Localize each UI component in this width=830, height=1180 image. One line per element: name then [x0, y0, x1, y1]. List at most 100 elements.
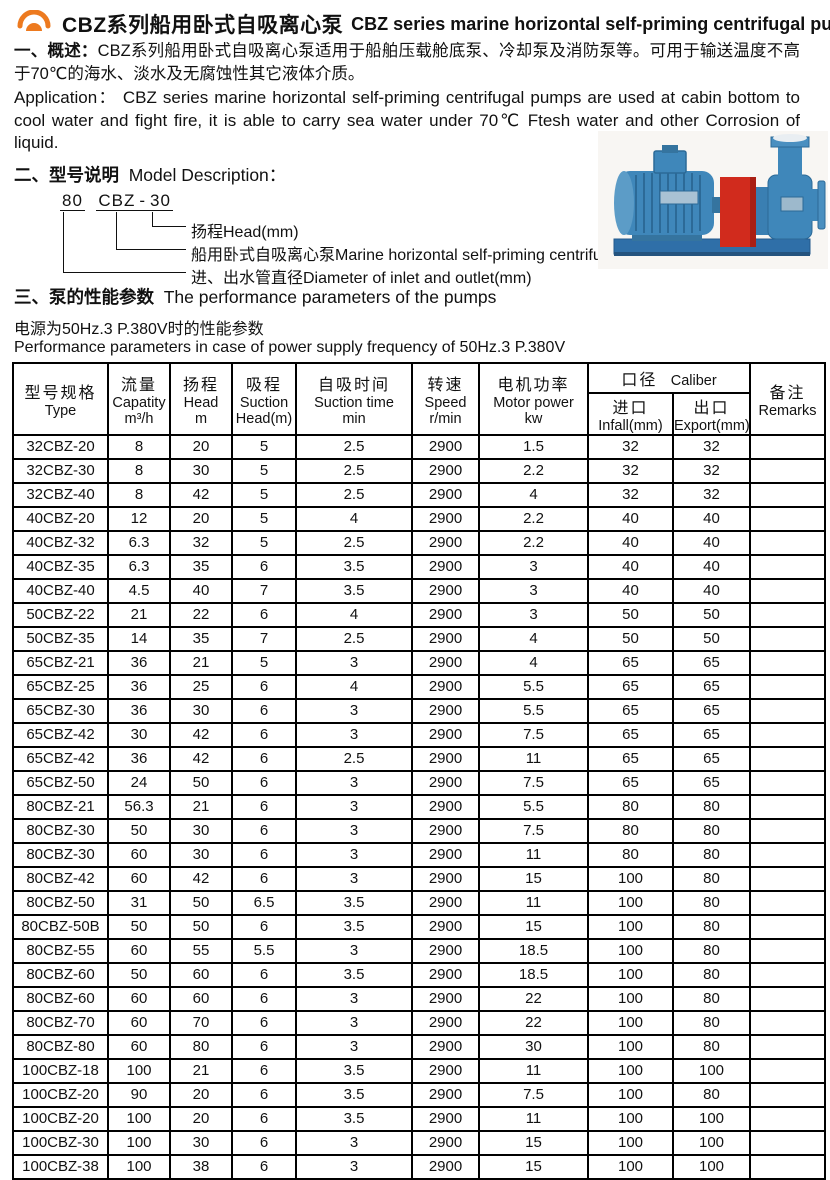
cell-suction: 6 [231, 961, 297, 988]
cell-infall: 100 [587, 1129, 674, 1156]
model-label-series: 船用卧式自吸离心泵Marine horizontal self-priming … [191, 246, 676, 264]
cell-infall: 100 [587, 1009, 674, 1036]
performance-heading-en: The performance parameters of the pumps [163, 286, 497, 307]
cell-type: 80CBZ-80 [12, 1033, 109, 1060]
cell-export: 80 [671, 793, 752, 820]
cell-export: 100 [671, 1129, 752, 1156]
cell-suction-time: 3 [295, 985, 413, 1012]
cell-infall: 32 [587, 457, 674, 484]
cell-type: 65CBZ-30 [12, 697, 109, 724]
cell-type: 100CBZ-20 [12, 1105, 109, 1132]
overview-body-cn: CBZ系列船用卧式自吸离心泵适用于船舶压载舱底泵、冷却泵及消防泵等。可用于输送温… [14, 42, 801, 83]
cell-export: 80 [671, 937, 752, 964]
cell-suction-time: 2.5 [295, 481, 413, 508]
page-title-en: CBZ series marine horizontal self-primin… [351, 13, 830, 34]
cell-suction-time: 3.5 [295, 913, 413, 940]
cell-type: 40CBZ-20 [12, 505, 109, 532]
cell-suction: 6 [231, 1129, 297, 1156]
model-heading-en: Model Description： [128, 164, 287, 185]
cell-export: 50 [671, 601, 752, 628]
cell-capacity: 60 [107, 985, 171, 1012]
cell-head: 20 [169, 1081, 233, 1108]
cell-type: 40CBZ-32 [12, 529, 109, 556]
col-header-type: 型号规格 Type [12, 361, 109, 436]
connector-line-head [152, 211, 186, 227]
cell-suction: 5.5 [231, 937, 297, 964]
model-section-heading: 二、型号说明 Model Description： [14, 162, 816, 187]
cell-speed: 2900 [411, 481, 480, 508]
col-header-infall: 进口 Infall(mm) [587, 391, 674, 436]
cell-suction: 6 [231, 1009, 297, 1036]
cell-export: 80 [671, 889, 752, 916]
table-row: 80CBZ-21 56.3 21 6 3 2900 5.5 80 80 [12, 793, 827, 820]
cell-speed: 2900 [411, 697, 480, 724]
connector-line-size [63, 211, 186, 273]
cell-head: 80 [169, 1033, 233, 1060]
cell-suction: 6 [231, 1153, 297, 1180]
cell-motor-power: 11 [478, 745, 589, 772]
cell-infall: 40 [587, 577, 674, 604]
cell-remarks [749, 505, 827, 532]
cell-export: 65 [671, 697, 752, 724]
cell-infall: 65 [587, 745, 674, 772]
cell-infall: 50 [587, 625, 674, 652]
cell-suction: 6 [231, 769, 297, 796]
cell-export: 80 [671, 841, 752, 868]
cell-export: 32 [671, 433, 752, 460]
cell-infall: 100 [587, 1105, 674, 1132]
cell-type: 40CBZ-35 [12, 553, 109, 580]
cell-remarks [749, 1105, 827, 1132]
cell-head: 22 [169, 601, 233, 628]
cell-infall: 100 [587, 961, 674, 988]
cell-infall: 65 [587, 673, 674, 700]
cell-suction-time: 3 [295, 769, 413, 796]
cell-motor-power: 5.5 [478, 697, 589, 724]
cell-head: 30 [169, 697, 233, 724]
cell-motor-power: 5.5 [478, 673, 589, 700]
table-row: 40CBZ-40 4.5 40 7 3.5 2900 3 40 40 [12, 577, 827, 604]
cell-remarks [749, 433, 827, 460]
cell-capacity: 24 [107, 769, 171, 796]
cell-motor-power: 1.5 [478, 433, 589, 460]
cell-motor-power: 7.5 [478, 1081, 589, 1108]
cell-speed: 2900 [411, 457, 480, 484]
col-header-capacity: 流量 Capatity m³/h [107, 361, 171, 436]
cell-remarks [749, 1033, 827, 1060]
cell-speed: 2900 [411, 625, 480, 652]
cell-remarks [749, 1009, 827, 1036]
cell-suction-time: 3.5 [295, 553, 413, 580]
model-code: 80 CBZ -30 [60, 190, 600, 211]
cell-export: 40 [671, 577, 752, 604]
cell-export: 80 [671, 817, 752, 844]
cell-head: 42 [169, 721, 233, 748]
cell-export: 100 [671, 1057, 752, 1084]
cell-capacity: 50 [107, 817, 171, 844]
cell-capacity: 60 [107, 1033, 171, 1060]
cell-motor-power: 3 [478, 577, 589, 604]
cell-export: 80 [671, 913, 752, 940]
cell-motor-power: 30 [478, 1033, 589, 1060]
cell-type: 65CBZ-25 [12, 673, 109, 700]
pump-photo [598, 131, 828, 269]
cell-motor-power: 2.2 [478, 457, 589, 484]
cell-infall: 100 [587, 889, 674, 916]
cell-type: 50CBZ-22 [12, 601, 109, 628]
cell-suction-time: 2.5 [295, 625, 413, 652]
overview-paragraph: 一、概述：CBZ系列船用卧式自吸离心泵适用于船舶压载舱底泵、冷却泵及消防泵等。可… [14, 40, 800, 85]
cell-type: 80CBZ-50B [12, 913, 109, 940]
cell-head: 55 [169, 937, 233, 964]
cell-motor-power: 15 [478, 1153, 589, 1180]
model-code-dash: - [137, 190, 149, 211]
table-row: 50CBZ-22 21 22 6 4 2900 3 50 50 [12, 601, 827, 628]
table-row: 80CBZ-80 60 80 6 3 2900 30 100 80 [12, 1033, 827, 1060]
cell-export: 65 [671, 649, 752, 676]
performance-heading-cn: 三、泵的性能参数 [14, 286, 154, 307]
model-code-series: CBZ [96, 190, 138, 211]
cell-capacity: 8 [107, 481, 171, 508]
cell-suction-time: 3 [295, 817, 413, 844]
cell-motor-power: 4 [478, 625, 589, 652]
cell-speed: 2900 [411, 649, 480, 676]
cell-suction-time: 4 [295, 601, 413, 628]
cell-head: 21 [169, 1057, 233, 1084]
model-label-head: 扬程Head(mm) [191, 223, 299, 241]
